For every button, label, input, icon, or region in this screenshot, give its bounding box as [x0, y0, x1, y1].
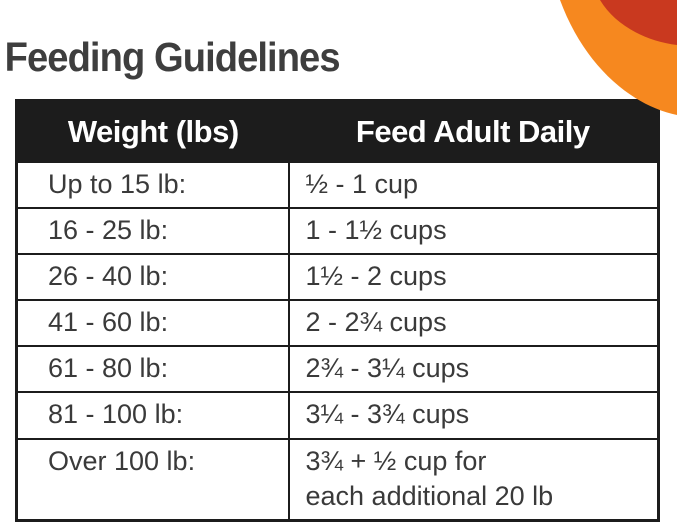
weight-cell: Over 100 lb:	[16, 437, 290, 521]
col-header-feed: Feed Adult Daily	[288, 100, 659, 162]
table-row: Over 100 lb: 3¾ + ½ cup for each additio…	[16, 437, 659, 521]
table-row: 16 - 25 lb: 1 - 1½ cups	[16, 207, 659, 255]
feeding-table-body: Up to 15 lb: ½ - 1 cup 16 - 25 lb: 1 - 1…	[16, 160, 659, 521]
feed-cell: 3¾ + ½ cup for each additional 20 lb	[288, 437, 659, 521]
table-row: 61 - 80 lb: 2¾ - 3¼ cups	[16, 345, 659, 393]
page-title: Feeding Guidelines	[4, 34, 341, 80]
feeding-table: Weight (lbs) Feed Adult Daily Up to 15 l…	[15, 99, 660, 522]
table-row: 81 - 100 lb: 3¼ - 3¾ cups	[16, 391, 659, 439]
feeding-table-header: Weight (lbs) Feed Adult Daily	[16, 100, 659, 162]
table-row: Up to 15 lb: ½ - 1 cup	[16, 160, 659, 209]
feed-cell: 3¼ - 3¾ cups	[288, 391, 659, 439]
feed-cell: 2¾ - 3¼ cups	[288, 345, 659, 393]
table-row: 41 - 60 lb: 2 - 2¾ cups	[16, 299, 659, 347]
feed-cell: 1 - 1½ cups	[288, 207, 659, 255]
feed-cell: 1½ - 2 cups	[288, 253, 659, 301]
weight-cell: 26 - 40 lb:	[16, 253, 290, 301]
col-header-weight: Weight (lbs)	[16, 100, 289, 162]
weight-cell: 81 - 100 lb:	[16, 391, 290, 439]
weight-cell: 16 - 25 lb:	[16, 207, 290, 255]
header-row: Weight (lbs) Feed Adult Daily	[16, 100, 659, 162]
feed-cell: ½ - 1 cup	[288, 160, 659, 209]
table-row: 26 - 40 lb: 1½ - 2 cups	[16, 253, 659, 301]
weight-cell: 61 - 80 lb:	[16, 345, 290, 393]
feed-cell: 2 - 2¾ cups	[288, 299, 659, 347]
weight-cell: Up to 15 lb:	[16, 160, 290, 209]
feeding-table-wrap: Weight (lbs) Feed Adult Daily Up to 15 l…	[15, 99, 661, 522]
weight-cell: 41 - 60 lb:	[16, 299, 290, 347]
